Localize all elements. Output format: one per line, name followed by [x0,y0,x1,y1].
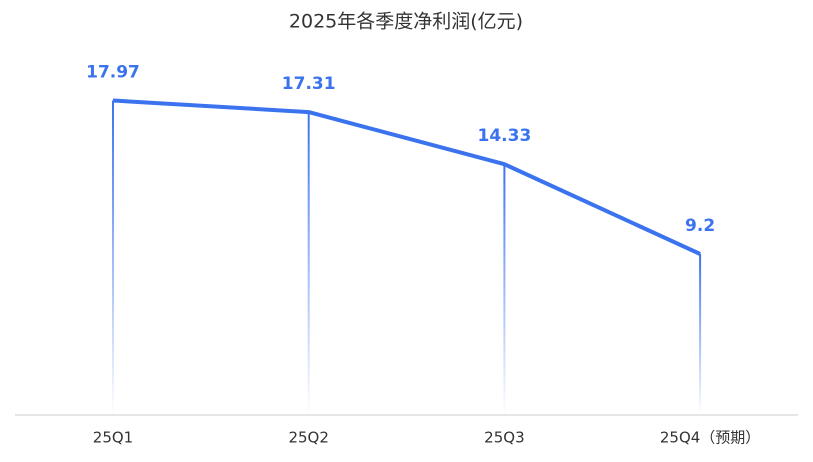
x-tick-label: 25Q2 [288,429,328,447]
line [112,98,701,256]
value-label: 9.2 [685,216,715,236]
x-tick-label: 25Q3 [484,429,524,447]
value-label: 14.33 [478,126,532,146]
value-label: 17.31 [282,74,336,94]
x-tick-label: 25Q4（预期） [660,429,760,447]
drop-line [503,164,506,415]
value-label: 17.97 [86,63,140,83]
drop-line [699,254,702,415]
drop-line [112,100,114,416]
x-tick-label: 25Q1 [93,429,133,447]
drop-line [307,112,310,415]
chart-title: 2025年各季度净利润(亿元) [289,11,523,33]
